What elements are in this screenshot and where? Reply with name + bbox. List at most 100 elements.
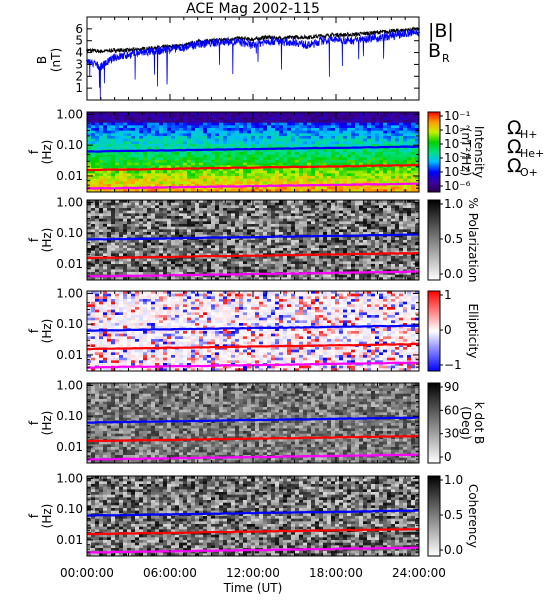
spectrogram-cell xyxy=(215,160,220,164)
spectrogram-cell xyxy=(263,120,268,124)
spectrogram-cell xyxy=(255,250,260,254)
spectrogram-cell xyxy=(263,178,268,182)
spectrogram-cell xyxy=(367,168,372,172)
spectrogram-cell xyxy=(355,141,360,145)
spectrogram-cell xyxy=(207,165,212,169)
spectrogram-cell xyxy=(383,173,388,177)
spectrogram-cell xyxy=(411,117,416,121)
spectrogram-cell xyxy=(223,173,228,177)
spectrogram-cell xyxy=(283,248,288,252)
spectrogram-cell xyxy=(191,234,196,238)
spectrogram-cell xyxy=(387,229,392,233)
spectrogram-cell xyxy=(367,208,372,212)
spectrogram-cell xyxy=(363,136,368,140)
spectrogram-cell xyxy=(283,226,288,230)
spectrogram-cell xyxy=(227,138,232,142)
spectrogram-cell xyxy=(255,149,260,153)
spectrogram-cell xyxy=(135,248,140,252)
spectrogram-cell xyxy=(139,130,144,134)
spectrogram-cell xyxy=(399,261,404,265)
spectrogram-cell xyxy=(287,120,292,124)
spectrogram-cell xyxy=(183,189,188,193)
spectrogram-cell xyxy=(123,242,128,246)
spectrogram-cell xyxy=(327,213,332,217)
spectrogram-cell xyxy=(95,253,100,257)
spectrogram-cell xyxy=(319,269,324,273)
spectrogram-cell xyxy=(115,176,120,180)
spectrogram-cell xyxy=(131,218,136,222)
spectrogram-cell xyxy=(411,229,416,233)
spectrogram-cell xyxy=(147,146,152,150)
spectrogram-cell xyxy=(203,144,208,148)
spectrogram-cell xyxy=(331,136,336,140)
spectrogram-cell xyxy=(199,224,204,228)
spectrogram-cell xyxy=(231,256,236,260)
spectrogram-cell xyxy=(195,229,200,233)
spectrogram-cell xyxy=(171,152,176,156)
spectrogram-cell xyxy=(187,162,192,166)
spectrogram-cell xyxy=(295,232,300,236)
spectrogram-cell xyxy=(131,136,136,140)
spectrogram-cell xyxy=(223,272,228,276)
spectrogram-cell xyxy=(411,128,416,132)
spectrogram-cell xyxy=(211,138,216,142)
spectrogram-cell xyxy=(191,178,196,182)
spectrogram-cell xyxy=(383,114,388,118)
spectrogram-cell xyxy=(175,176,180,180)
spectrogram-cell xyxy=(363,272,368,276)
spectrogram-cell xyxy=(315,258,320,262)
spectrogram-cell xyxy=(91,202,96,206)
spectrogram-cell xyxy=(247,189,252,193)
spectrogram-cell xyxy=(339,269,344,273)
spectrogram-cell xyxy=(383,250,388,254)
spectrogram-cell xyxy=(227,125,232,129)
spectrogram-cell xyxy=(259,152,264,156)
spectrogram-cell xyxy=(415,208,420,212)
spectrogram-cell xyxy=(215,216,220,220)
spectrogram-cell xyxy=(175,221,180,225)
spectrogram-cell xyxy=(187,258,192,262)
spectrogram-cell xyxy=(211,178,216,182)
spectrogram-cell xyxy=(203,237,208,241)
spectrogram-cell xyxy=(383,125,388,129)
spectrogram-cell xyxy=(295,130,300,134)
spectrogram-cell xyxy=(291,200,296,204)
spectrogram-cell xyxy=(395,205,400,209)
spectrogram-cell xyxy=(299,200,304,204)
spectrogram-cell xyxy=(311,152,316,156)
spectrogram-cell xyxy=(91,221,96,225)
spectrogram-cell xyxy=(211,232,216,236)
spectrogram-cell xyxy=(123,189,128,193)
spectrogram-cell xyxy=(135,165,140,169)
spectrogram-cell xyxy=(211,269,216,273)
spectrogram-cell xyxy=(167,146,172,150)
spectrogram-cell xyxy=(203,117,208,121)
spectrogram-cell xyxy=(183,154,188,158)
spectrogram-cell xyxy=(323,162,328,166)
spectrogram-cell xyxy=(303,186,308,190)
spectrogram-cell xyxy=(119,221,124,225)
spectrogram-cell xyxy=(131,253,136,257)
spectrogram-cell xyxy=(87,242,92,246)
spectrogram-cell xyxy=(319,248,324,252)
spectrogram-cell xyxy=(295,152,300,156)
spectrogram-cell xyxy=(223,213,228,217)
spectrogram-cell xyxy=(379,117,384,121)
spectrogram-cell xyxy=(107,210,112,214)
spectrogram-cell xyxy=(411,253,416,257)
spectrogram-cell xyxy=(415,226,420,230)
spectrogram-cell xyxy=(271,248,276,252)
spectrogram-cell xyxy=(151,234,156,238)
spectrogram-cell xyxy=(91,146,96,150)
spectrogram-cell xyxy=(219,189,224,193)
spectrogram-cell xyxy=(199,112,204,116)
spectrogram-cell xyxy=(287,162,292,166)
spectrogram-cell xyxy=(111,176,116,180)
spectrogram-cell xyxy=(399,154,404,158)
spectrogram-cell xyxy=(163,154,168,158)
spectrogram-cell xyxy=(387,253,392,257)
spectrogram-cell xyxy=(171,189,176,193)
spectrogram-cell xyxy=(143,261,148,265)
spectrogram-cell xyxy=(403,229,408,233)
spectrogram-cell xyxy=(319,218,324,222)
